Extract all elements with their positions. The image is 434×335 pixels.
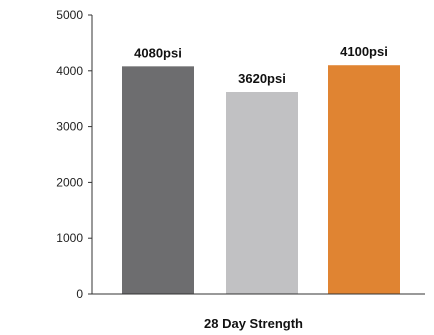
- bar-value-label: 4100psi: [340, 44, 388, 59]
- y-tick-label: 1000: [56, 231, 83, 245]
- x-axis-label: 28 Day Strength: [204, 316, 303, 331]
- bars: [122, 65, 400, 294]
- y-axis-ticks: 0 1000 2000 3000 4000 5000: [56, 8, 92, 301]
- y-tick-label: 0: [76, 287, 83, 301]
- bar: [122, 66, 194, 294]
- y-tick-label: 2000: [56, 175, 83, 189]
- data-labels: 4080psi 3620psi 4100psi: [134, 44, 388, 86]
- bar: [328, 65, 400, 294]
- bar: [226, 92, 298, 294]
- y-tick-label: 4000: [56, 64, 83, 78]
- bar-value-label: 3620psi: [238, 71, 286, 86]
- y-tick-label: 3000: [56, 120, 83, 134]
- y-tick-label: 5000: [56, 8, 83, 22]
- bar-value-label: 4080psi: [134, 45, 182, 60]
